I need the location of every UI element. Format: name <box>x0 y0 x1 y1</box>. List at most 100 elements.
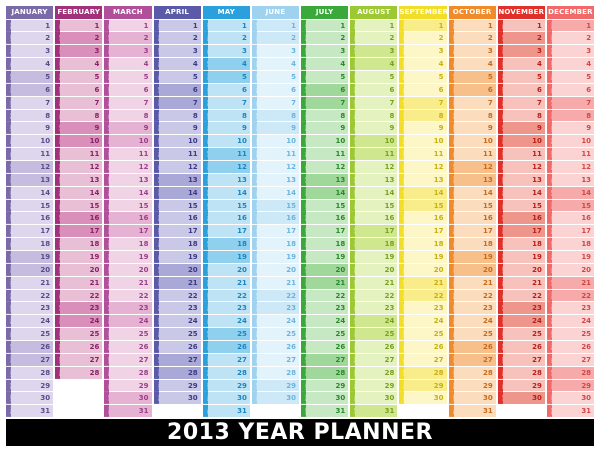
weekday-label: TUE <box>497 160 503 173</box>
weekday-label: SUN <box>350 148 356 160</box>
weekday-label: FRI <box>350 32 356 45</box>
day-number: 24 <box>89 317 100 326</box>
weekday-label: SUN <box>497 315 503 328</box>
weekday-label: SUN <box>202 251 208 263</box>
day-number: 7 <box>45 98 51 107</box>
day-number: 1 <box>389 21 395 30</box>
day-number: 4 <box>94 60 100 69</box>
weekday-label: THU <box>350 199 356 212</box>
day-number: 7 <box>438 98 444 107</box>
day-cell: SAT 14 <box>546 186 595 199</box>
weekday-label: MON <box>399 302 405 315</box>
day-number: 19 <box>581 253 592 261</box>
day-cell: MON 4 <box>55 58 103 70</box>
day-number: 16 <box>40 214 51 223</box>
weekday-label: WED <box>251 251 257 263</box>
day-number: 15 <box>581 201 592 210</box>
weekday-label: SUN <box>251 122 257 135</box>
weekday-label: THU <box>546 251 552 263</box>
day-number: 24 <box>286 317 297 326</box>
weekday-label: FRI <box>497 289 503 302</box>
weekday-label: MON <box>546 122 552 135</box>
weekday-label: THU <box>6 405 11 418</box>
day-cell: TUE 14 <box>202 186 250 199</box>
day-cell: SAT 5 <box>448 70 496 83</box>
day-number: 5 <box>537 72 542 81</box>
day-number: 16 <box>482 214 493 223</box>
day-cell: FRI 13 <box>546 173 595 186</box>
day-cell: SAT 7 <box>399 96 447 109</box>
day-cell: MON 12 <box>350 160 398 173</box>
day-cell: FRI 5 <box>301 70 349 83</box>
day-cell: MON 8 <box>301 109 349 122</box>
day-number: 8 <box>143 111 149 120</box>
weekday-label: THU <box>55 366 61 379</box>
day-cell: THU 24 <box>448 315 496 328</box>
day-cell: MON 28 <box>6 366 54 379</box>
day-cell: SUN 20 <box>448 263 496 276</box>
weekday-label: MON <box>202 173 208 186</box>
day-cell: WED 21 <box>350 276 398 289</box>
day-number: 13 <box>237 175 247 184</box>
weekday-label: MON <box>546 32 552 45</box>
weekday-label: FRI <box>55 19 61 32</box>
day-number: 18 <box>335 240 346 249</box>
day-number: 8 <box>340 111 346 120</box>
weekday-label: SAT <box>497 122 503 135</box>
day-cell: TUE 17 <box>546 225 595 238</box>
weekday-label: SAT <box>399 96 405 109</box>
weekday-label: SAT <box>104 302 110 315</box>
day-cell: FRI 1 <box>497 19 545 32</box>
day-number: 16 <box>237 214 247 223</box>
weekday-label: SAT <box>448 160 454 173</box>
day-cell: SUN 19 <box>202 251 250 263</box>
day-number: 6 <box>487 85 493 94</box>
day-cell: THU 28 <box>104 366 152 379</box>
empty-cell <box>498 405 545 417</box>
weekday-label: FRI <box>153 341 159 353</box>
day-cell: FRI 24 <box>202 315 250 328</box>
day-number: 28 <box>40 368 51 377</box>
day-cell: SUN 23 <box>251 302 300 315</box>
day-cell: MON 29 <box>301 379 349 392</box>
day-number: 2 <box>45 34 51 43</box>
weekday-label: WED <box>448 122 454 135</box>
day-cell: THU 13 <box>251 173 300 186</box>
day-cell: MON 11 <box>55 148 103 160</box>
weekday-label: SAT <box>301 263 307 276</box>
day-cell: SAT 20 <box>153 263 201 276</box>
day-cell: TUE 17 <box>399 225 447 238</box>
weekday-label: SUN <box>251 392 257 405</box>
weekday-label: FRI <box>251 276 257 289</box>
weekday-label: SUN <box>546 199 552 212</box>
day-cell: THU 21 <box>55 276 103 289</box>
day-number: 7 <box>94 98 100 107</box>
day-cell: MON 18 <box>55 238 103 250</box>
weekday-label: THU <box>55 276 61 289</box>
weekday-label: MON <box>6 96 11 109</box>
month-header: JANUARY <box>6 6 54 19</box>
day-number: 12 <box>335 162 346 171</box>
day-cell: SAT 23 <box>497 302 545 315</box>
weekday-label: MON <box>301 379 307 392</box>
day-number: 19 <box>40 253 51 261</box>
weekday-label: MON <box>497 58 503 70</box>
day-number: 26 <box>237 343 247 352</box>
day-cell: SAT 28 <box>399 366 447 379</box>
weekday-label: SUN <box>497 45 503 58</box>
weekday-label: FRI <box>546 83 552 96</box>
day-number: 3 <box>389 47 395 56</box>
day-cell: SAT 15 <box>251 199 300 212</box>
day-number: 12 <box>532 162 542 171</box>
weekday-label: TUE <box>301 392 307 405</box>
day-number: 12 <box>433 162 444 171</box>
day-cell: THU 8 <box>350 109 398 122</box>
day-cell: WED 16 <box>6 212 54 225</box>
day-number: 5 <box>94 72 100 81</box>
weekday-label: FRI <box>350 392 356 405</box>
day-cell: SAT 10 <box>350 135 398 148</box>
day-number: 19 <box>532 253 542 261</box>
weekday-label: SAT <box>448 341 454 353</box>
weekday-label: MON <box>546 392 552 405</box>
day-cell: SUN 9 <box>251 122 300 135</box>
